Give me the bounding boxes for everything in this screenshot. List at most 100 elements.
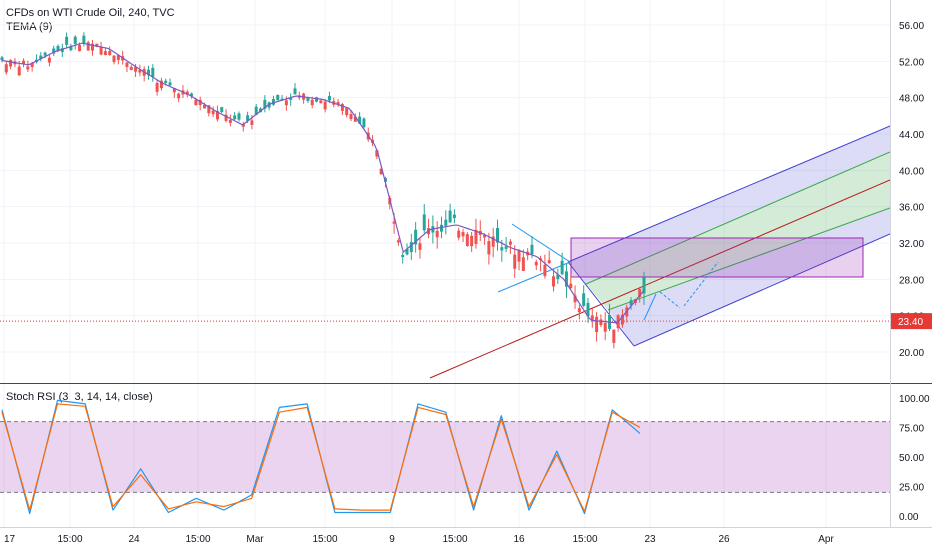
- candle-body: [198, 99, 202, 106]
- price-tick-label: 28.00: [899, 275, 924, 286]
- candle-body: [383, 178, 387, 182]
- candle-body: [190, 93, 194, 96]
- candle-body: [573, 295, 577, 303]
- candle-body: [151, 67, 155, 77]
- candle-body: [90, 43, 94, 51]
- candle-body: [552, 276, 556, 287]
- candle-body: [293, 88, 297, 95]
- candle-body: [435, 230, 439, 238]
- candle-body: [323, 101, 327, 110]
- price-tick-label: 32.00: [899, 239, 924, 250]
- candle-body: [99, 46, 103, 55]
- candle-body: [582, 293, 586, 306]
- time-tick-label: Mar: [246, 534, 264, 545]
- candle-body: [168, 82, 172, 86]
- candle-body: [564, 271, 568, 287]
- candle-body: [116, 55, 120, 60]
- price-tick-label: 44.00: [899, 130, 924, 141]
- candle-body: [134, 67, 138, 72]
- candle-body: [500, 247, 504, 251]
- candle-body: [9, 59, 13, 67]
- candle-body: [194, 99, 198, 106]
- rectangle-drawing[interactable]: [570, 237, 864, 278]
- price-tick-label: 52.00: [899, 57, 924, 68]
- candle-body: [30, 62, 34, 68]
- candle-body: [444, 219, 448, 226]
- candle-body: [401, 254, 405, 258]
- trendline-lower: [497, 261, 571, 293]
- candle-body: [125, 62, 129, 67]
- candle-body: [82, 35, 86, 44]
- time-tick-label: 15:00: [312, 534, 337, 545]
- price-tick-label: 20.00: [899, 348, 924, 359]
- candle-body: [310, 99, 314, 106]
- candle-body: [504, 246, 508, 249]
- candle-body: [439, 224, 443, 232]
- stoch-rsi-band: [0, 421, 890, 493]
- candle-body: [603, 323, 607, 332]
- candle-body: [612, 329, 616, 343]
- candle-body: [17, 66, 21, 76]
- time-tick-label: 9: [389, 534, 395, 545]
- candle-body: [496, 228, 500, 243]
- candle-body: [220, 107, 224, 113]
- candle-body: [203, 104, 207, 109]
- candle-body: [315, 97, 319, 102]
- projection-arrow-3: [683, 261, 719, 307]
- candle-body: [108, 51, 112, 56]
- price-tick-label: 56.00: [899, 21, 924, 32]
- pitchfork-outer-upper-line: [567, 125, 891, 263]
- candle-body: [172, 88, 176, 93]
- time-tick-label: 26: [718, 534, 730, 545]
- candle-body: [327, 96, 331, 101]
- candle-body: [0, 57, 4, 60]
- candle-body: [237, 113, 241, 120]
- candle-body: [577, 308, 581, 313]
- candle-body: [254, 106, 258, 115]
- candle-body: [224, 114, 228, 121]
- time-tick-label: 15:00: [442, 534, 467, 545]
- candle-body: [95, 43, 99, 47]
- candle-body: [517, 250, 521, 262]
- price-tick-label: 40.00: [899, 166, 924, 177]
- candle-body: [129, 66, 133, 71]
- last-price-badge: [891, 313, 932, 330]
- candle-body: [620, 314, 624, 325]
- pitchfork-handle-line: [567, 261, 635, 347]
- candle-body: [521, 257, 525, 272]
- price-tick-label: 48.00: [899, 94, 924, 105]
- projection-arrow-1: [643, 293, 657, 321]
- candle-body: [276, 94, 280, 101]
- candle-body: [65, 36, 69, 45]
- pitchfork-median-line: [429, 179, 891, 379]
- candle-body: [556, 274, 560, 280]
- candle-body: [306, 97, 310, 101]
- candle-body: [86, 42, 90, 51]
- candle-body: [638, 288, 642, 298]
- candle-body: [250, 120, 254, 125]
- time-tick-label: 24: [128, 534, 140, 545]
- candle-body: [353, 116, 357, 122]
- candle-body: [409, 242, 413, 253]
- candle-body: [543, 264, 547, 277]
- candle-body: [22, 60, 26, 64]
- candle-body: [599, 319, 603, 326]
- candle-body: [379, 168, 383, 175]
- candle-body: [39, 55, 43, 60]
- pitchfork-inner-lower-line: [607, 207, 891, 311]
- stoch-rsi-tick-label: 75.00: [899, 424, 924, 435]
- candle-body: [103, 51, 107, 55]
- price-tick-label: 36.00: [899, 203, 924, 214]
- pitchfork-outer-fill-top: [568, 126, 890, 284]
- candle-body: [560, 260, 564, 275]
- candle-body: [547, 260, 551, 264]
- pitchfork-inner-fill: [586, 152, 890, 310]
- candle-body: [263, 99, 267, 109]
- stoch-rsi-d-line: [1, 403, 641, 512]
- candle-body: [47, 57, 51, 63]
- candle-body: [43, 52, 47, 56]
- candle-body: [487, 241, 491, 255]
- candle-body: [340, 104, 344, 111]
- candle-body: [284, 100, 288, 106]
